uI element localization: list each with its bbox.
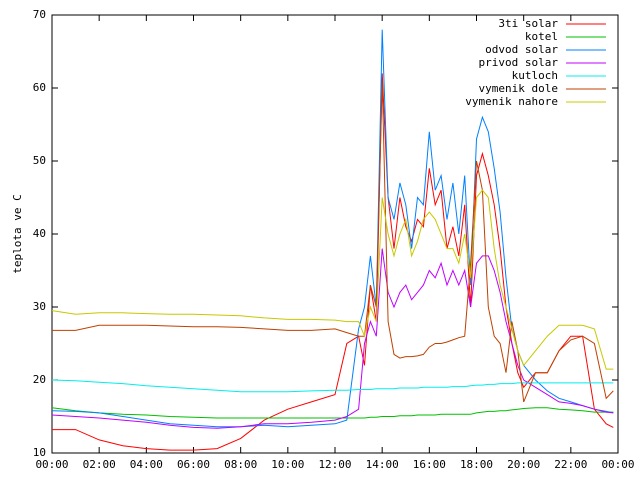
x-tick-label: 20:00 (507, 458, 540, 471)
x-tick-label: 00:00 (601, 458, 634, 471)
x-tick-label: 08:00 (224, 458, 257, 471)
series-line (51, 407, 614, 419)
series-line (52, 73, 614, 451)
y-tick-label: 40 (33, 227, 46, 240)
legend-label: 3ti solar (498, 17, 558, 30)
legend-label: privod solar (479, 56, 559, 69)
x-tick-label: 02:00 (83, 458, 116, 471)
legend-label: kutloch (512, 69, 558, 82)
y-tick-label: 20 (33, 373, 46, 386)
x-tick-label: 18:00 (460, 458, 493, 471)
y-tick-label: 50 (33, 154, 46, 167)
series-line (51, 189, 614, 370)
legend-label: odvod solar (485, 43, 558, 56)
x-tick-label: 22:00 (554, 458, 587, 471)
series-line (52, 80, 614, 403)
x-tick-label: 06:00 (177, 458, 210, 471)
y-tick-label: 70 (33, 8, 46, 21)
x-tick-label: 12:00 (318, 458, 351, 471)
y-tick-label: 10 (33, 446, 46, 459)
x-tick-label: 00:00 (35, 458, 68, 471)
legend-label: kotel (525, 30, 558, 43)
y-tick-label: 30 (33, 300, 46, 313)
y-tick-label: 60 (33, 81, 46, 94)
legend-label: vymenik dole (479, 82, 558, 95)
x-tick-label: 10:00 (271, 458, 304, 471)
x-tick-label: 14:00 (366, 458, 399, 471)
y-axis-label: teplota ve C (11, 194, 24, 273)
series-line (51, 379, 614, 393)
x-tick-label: 16:00 (413, 458, 446, 471)
series-line (51, 248, 614, 429)
x-tick-label: 04:00 (130, 458, 163, 471)
legend-label: vymenik nahore (465, 95, 558, 108)
